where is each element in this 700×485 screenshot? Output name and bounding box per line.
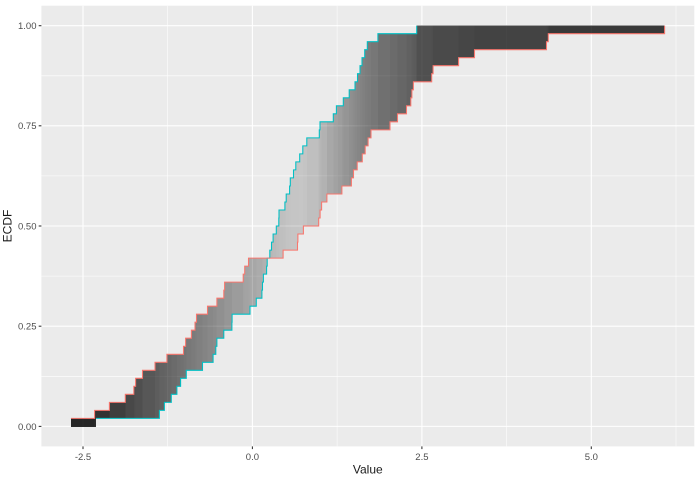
svg-text:ECDF: ECDF — [1, 210, 15, 243]
svg-text:0.50: 0.50 — [18, 221, 37, 232]
svg-text:2.5: 2.5 — [415, 452, 428, 463]
svg-text:1.00: 1.00 — [18, 21, 37, 32]
svg-text:5.0: 5.0 — [585, 452, 598, 463]
svg-text:-2.5: -2.5 — [75, 452, 91, 463]
svg-text:Value: Value — [353, 463, 383, 477]
svg-text:0.25: 0.25 — [18, 322, 37, 333]
svg-text:0.00: 0.00 — [18, 422, 37, 433]
svg-text:0.75: 0.75 — [18, 121, 37, 132]
svg-text:0.0: 0.0 — [246, 452, 259, 463]
